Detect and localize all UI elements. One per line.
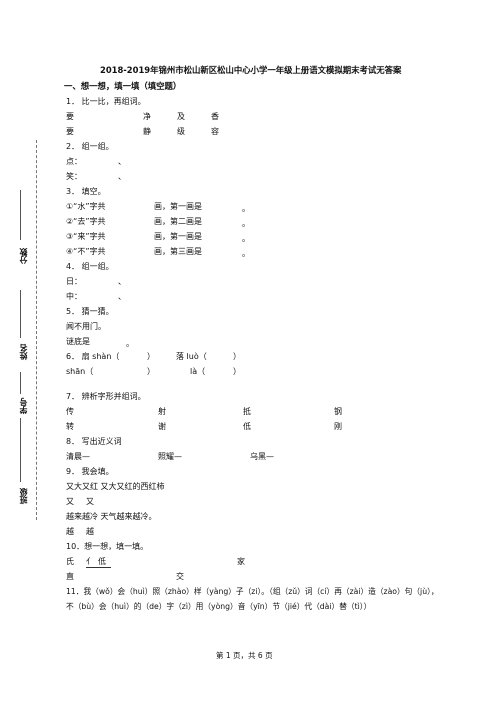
q6-paren: ）: [233, 367, 241, 376]
q10-char: 交: [176, 572, 184, 581]
q2-item: 点：: [66, 157, 82, 166]
q11-line-1: 11．我（wǒ）会（huì）照（zhào）样（yàng）子（zi）。（组（zǔ）…: [66, 587, 439, 596]
q7-char: 抵: [243, 407, 251, 416]
q10-char: 亻: [86, 557, 94, 566]
q8-heading: 8． 写出近义词: [66, 437, 122, 446]
q4-heading: 4． 组一组。: [66, 262, 114, 271]
q6-paren: ）: [233, 352, 241, 361]
q3-row-b: 画，第一画是: [154, 232, 202, 241]
side-blank-score: [20, 190, 21, 240]
q1-char: 容: [211, 127, 219, 136]
q3-row-b: 画，第三画是: [154, 247, 202, 256]
q7-heading: 7． 辨析字形并组词。: [66, 392, 146, 401]
q1-char: 及: [177, 112, 185, 121]
q3-row-c: 。: [242, 234, 250, 243]
q2-item: 笑：: [66, 172, 82, 181]
q6-paren: ）: [147, 367, 155, 376]
q10-char: 家: [237, 557, 245, 566]
q4-item: 中：: [66, 292, 82, 301]
side-blank-class: [20, 418, 21, 482]
side-blank-name: [20, 290, 21, 338]
page-footer: 第 1 页，共 6 页: [216, 651, 273, 660]
q2-heading: 2． 组一组。: [66, 142, 114, 151]
side-label-name: 姓名: [19, 344, 28, 360]
q1-char: 香: [211, 112, 219, 121]
q1-heading: 1． 比一比，再组词。: [66, 97, 146, 106]
q8-item: 照耀—: [158, 452, 182, 461]
q9-example-2: 越来越冷 天气越来越冷。: [66, 512, 157, 521]
q9-blank-word: 越: [86, 527, 94, 536]
q4-sep: 、: [118, 292, 126, 301]
q9-blank-word: 又: [86, 497, 94, 506]
q1-char: 净: [143, 112, 151, 121]
q3-row-c: 。: [242, 249, 250, 258]
side-label-id: 学号: [19, 398, 28, 414]
q10-char: 低: [98, 557, 106, 566]
q9-blank-word: 又: [66, 497, 74, 506]
q8-item: 清晨—: [66, 452, 90, 461]
q7-char: 钢: [334, 407, 342, 416]
q3-heading: 3． 填空。: [66, 187, 106, 196]
q6-item: 落 luò（: [176, 352, 207, 361]
q2-sep: 、: [118, 157, 126, 166]
q4-sep: 、: [118, 277, 126, 286]
q7-char: 谢: [158, 422, 166, 431]
q7-char: 刚: [334, 422, 342, 431]
page-title: 2018-2019年锦州市松山新区松山中心小学一年级上册语文模拟期末考试无答案: [100, 65, 402, 75]
q5-heading: 5． 猜一猜。: [66, 307, 114, 316]
q1-char: 要: [66, 127, 74, 136]
q1-char: 要: [66, 112, 74, 121]
q3-row-b: 画，第二画是: [154, 217, 202, 226]
q3-row-b: 画，第一画是: [154, 202, 202, 211]
q3-row-c: 。: [242, 204, 250, 213]
q4-item: 日：: [66, 277, 82, 286]
q3-row-a: ①“水”字共: [66, 202, 106, 211]
q1-char: 级: [177, 127, 185, 136]
section-heading: 一、想一想，填一填（填空题）: [64, 81, 182, 91]
q7-char: 射: [158, 407, 166, 416]
q3-row-c: 。: [242, 219, 250, 228]
q3-row-a: ②“去”字共: [66, 217, 106, 226]
q10-char: 直: [66, 572, 74, 581]
q10-char: 氏: [66, 557, 74, 566]
q8-item: 乌黑—: [250, 452, 274, 461]
q3-row-a: ③“来”字共: [66, 232, 106, 241]
q2-sep: 、: [118, 172, 126, 181]
q5-answer-label: 谜底是: [66, 337, 90, 346]
q9-heading: 9． 我会填。: [66, 467, 114, 476]
side-label-score: 分数: [19, 248, 28, 264]
side-label-class: 班级: [19, 488, 28, 504]
q6-item: shān（: [66, 367, 94, 376]
side-blank-id: [20, 372, 21, 394]
q5-riddle: 闻不用门。: [66, 322, 106, 331]
q9-blank-word: 越: [66, 527, 74, 536]
binding-dashed-line: [36, 140, 37, 520]
q10-heading: 10．想一想，填一填。: [66, 542, 149, 551]
q7-char: 转: [66, 422, 74, 431]
q9-example-1: 又大又红 又大又红的西红柿: [66, 482, 165, 491]
q3-row-a: ④“不”字共: [66, 247, 106, 256]
q6-item: là（: [190, 367, 206, 376]
q10-underline: [86, 567, 111, 568]
q1-char: 静: [143, 127, 151, 136]
q7-char: 低: [243, 422, 251, 431]
q7-char: 传: [66, 407, 74, 416]
q5-answer-end: 。: [126, 339, 134, 348]
q6-paren: ）: [147, 352, 155, 361]
q11-line-2: 不（bù）会（huì）的（de）字（zì）用（yòng）音（yīn）节（jié）…: [66, 602, 372, 611]
q6-item: 6． 扇 shàn（: [66, 352, 120, 361]
